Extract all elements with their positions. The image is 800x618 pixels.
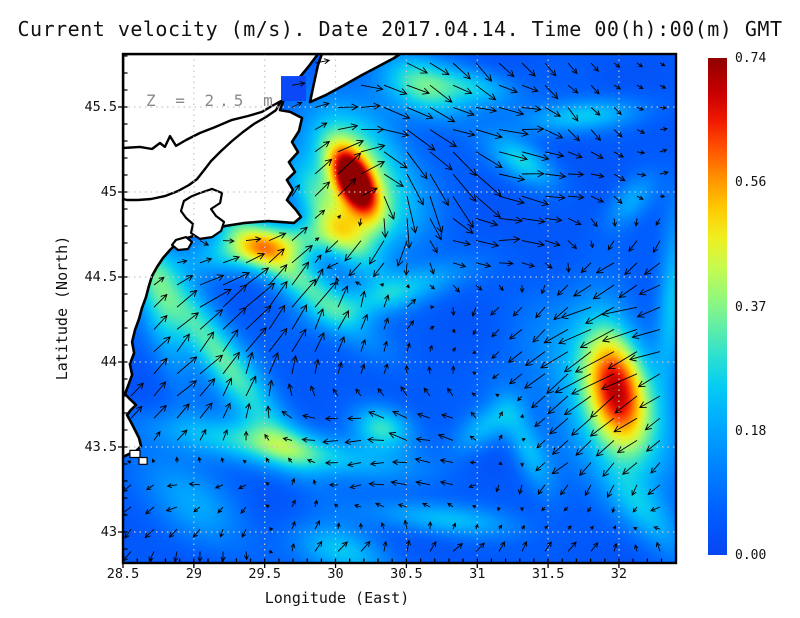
land-polygon: [138, 456, 148, 465]
colorbar-tick-label: 0.56: [735, 175, 767, 191]
x-tick-label: 29: [185, 566, 202, 582]
x-tick-label: 31: [469, 566, 486, 582]
y-tick-label: 45: [100, 184, 117, 200]
x-tick-label: 30.5: [390, 566, 423, 582]
lagoon-shoreline: [123, 99, 283, 202]
current-vector-arrows: [123, 58, 669, 563]
y-tick-label: 45.5: [84, 99, 117, 115]
lake-outline: [170, 236, 194, 252]
lake-outline: [179, 187, 226, 240]
depth-annotation: Z = 2.5 m: [146, 91, 278, 110]
y-axis-label: Latitude (North): [53, 235, 71, 381]
colorbar: [708, 58, 727, 555]
colorbar-tick-label: 0.00: [735, 548, 767, 563]
x-tick-label: 32: [610, 566, 628, 582]
x-tick-label: 30: [327, 566, 344, 582]
y-tick-label: 44.5: [84, 269, 117, 285]
figure-title: Current velocity (m/s). Date 2017.04.14.…: [17, 17, 783, 41]
colorbar-tick-label: 0.74: [735, 51, 767, 66]
land-polygon: [129, 449, 141, 459]
colorbar-tick-label: 0.37: [735, 299, 767, 315]
coastal-water-patch: [280, 76, 306, 102]
colorbar-tick-label: 0.18: [735, 423, 767, 439]
plot-border: [121, 52, 678, 565]
y-tick-label: 43: [100, 524, 117, 540]
x-tick-label: 28.5: [106, 566, 140, 582]
y-tick-label: 44: [100, 354, 117, 370]
y-tick-label: 43.5: [84, 439, 117, 455]
plot-clip-group: [123, 54, 676, 563]
land-polygon: [123, 54, 320, 459]
x-tick-label: 31.5: [531, 566, 565, 582]
x-axis-label: Longitude (East): [264, 589, 410, 607]
x-tick-label: 29.5: [248, 566, 281, 582]
axis-ticks: [118, 55, 663, 568]
land-polygon: [308, 54, 402, 104]
